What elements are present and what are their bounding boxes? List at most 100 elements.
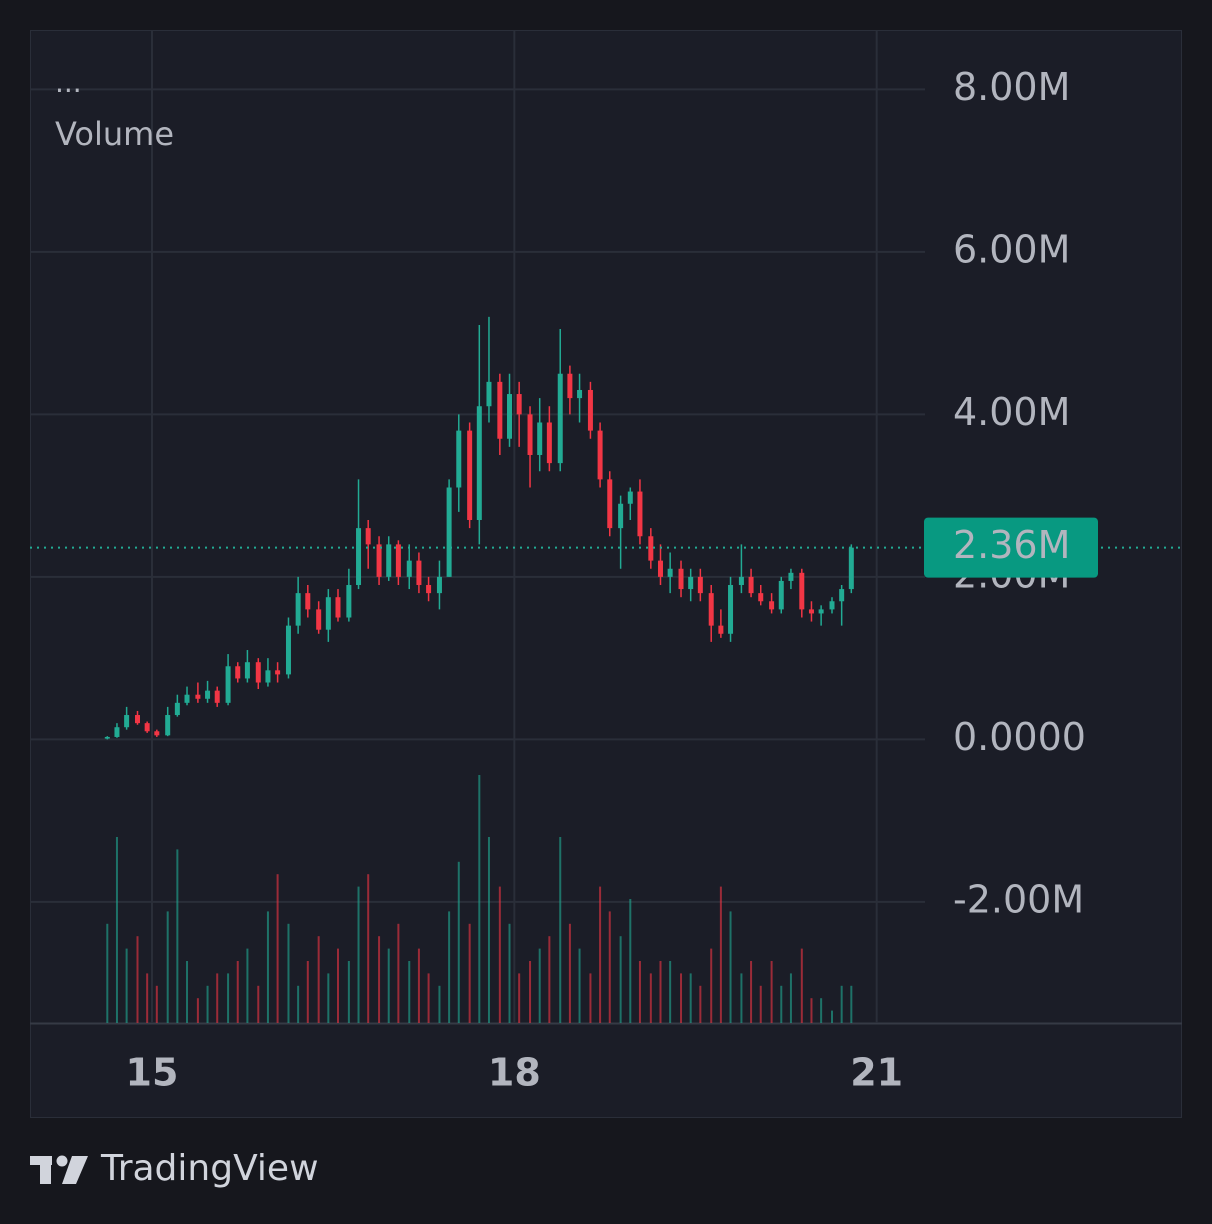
candle-body: [497, 381, 503, 439]
y-tick-label: 0.0000: [953, 715, 1086, 759]
candle-body: [577, 389, 583, 399]
candle-body: [244, 662, 250, 679]
candle-body: [648, 536, 654, 561]
volume-bar: [438, 985, 441, 1023]
volume-bar: [810, 998, 813, 1023]
volume-bar: [638, 961, 641, 1023]
volume-bar: [468, 923, 471, 1023]
volume-bar: [457, 861, 460, 1023]
candle-body: [657, 560, 663, 577]
candle-body: [255, 662, 261, 683]
candle-body: [618, 503, 624, 529]
candle-body: [546, 422, 552, 464]
volume-bar: [680, 973, 683, 1023]
volume-bar: [257, 985, 260, 1023]
candle-body: [486, 381, 492, 407]
candle-body: [537, 422, 543, 455]
y-tick-label: 6.00M: [953, 227, 1070, 271]
candle-body: [788, 572, 794, 581]
candle-body: [597, 430, 603, 480]
candle-body: [205, 690, 211, 699]
candle-body: [346, 585, 352, 618]
legend-label: Volume: [55, 115, 174, 153]
axes: 8.00M6.00M4.00M2.00M0.0000-2.00M1518212.…: [30, 65, 1182, 1095]
brand-logo: [30, 1155, 88, 1184]
volume-bar: [548, 936, 551, 1023]
volume-bar: [136, 936, 139, 1023]
volume-bar: [518, 973, 521, 1023]
candle-body: [507, 394, 513, 439]
candle-body: [637, 491, 643, 537]
candles: [104, 316, 854, 740]
candle-body: [285, 625, 291, 675]
candle-body: [467, 430, 473, 520]
candle-body: [829, 601, 835, 610]
candle-body: [516, 394, 522, 415]
volume-bar: [357, 886, 360, 1023]
volume-bar: [789, 973, 792, 1023]
candle-body: [104, 736, 110, 739]
volume-bar: [317, 936, 320, 1023]
volume-bar: [186, 961, 189, 1023]
menu-dots[interactable]: ...: [55, 66, 82, 99]
candle-body: [406, 560, 412, 577]
last-price-badge: [924, 517, 1098, 578]
candle-body: [708, 593, 714, 626]
candle-body: [567, 373, 573, 399]
candle-body: [769, 601, 775, 610]
volume-bar: [378, 936, 381, 1023]
candle-body: [295, 593, 301, 626]
candle-body: [728, 585, 734, 634]
brand-name: TradingView: [100, 1148, 319, 1189]
candle-body: [195, 694, 201, 699]
volume-bar: [196, 998, 199, 1023]
candle-body: [697, 576, 703, 594]
volume-bar: [629, 899, 632, 1023]
volume-bar: [669, 961, 672, 1023]
volume-bar: [206, 985, 209, 1023]
volume-bar: [599, 886, 602, 1023]
volume-bar: [529, 961, 532, 1023]
volume-bar: [125, 948, 128, 1023]
volume-bar: [176, 849, 179, 1023]
candle-body: [225, 666, 231, 703]
volume-bar: [850, 985, 853, 1023]
candle-body: [144, 723, 150, 732]
candle-body: [748, 576, 754, 594]
candle-body: [316, 609, 322, 630]
candle-body: [154, 731, 160, 736]
volume-bar: [800, 948, 803, 1023]
volume-bar: [719, 886, 722, 1023]
volume-bar: [155, 985, 158, 1023]
candle-body: [607, 479, 613, 529]
candle-body: [376, 544, 382, 577]
candle-body: [527, 414, 533, 455]
volume-bar: [306, 961, 309, 1023]
volume-bar: [578, 948, 581, 1023]
candle-body: [184, 694, 190, 703]
volume-bar: [327, 973, 330, 1023]
volume-bar: [336, 948, 339, 1023]
volume-bar: [538, 948, 541, 1023]
candle-body: [174, 702, 180, 716]
volume-bar: [589, 973, 592, 1023]
volume-bar: [780, 985, 783, 1023]
x-tick-label: 15: [126, 1051, 179, 1095]
volume-bar: [508, 923, 511, 1023]
volume-bar: [287, 923, 290, 1023]
candle-body: [426, 585, 432, 594]
candle-body: [667, 568, 673, 577]
candle-body: [818, 609, 824, 614]
volume-bar: [266, 911, 269, 1023]
y-tick-label: 4.00M: [953, 390, 1070, 434]
candle-body: [799, 572, 805, 610]
volume-bar: [166, 911, 169, 1023]
volume-bar: [367, 874, 370, 1023]
candle-body: [476, 406, 482, 520]
candle-body: [587, 389, 593, 431]
volume-bar: [397, 923, 400, 1023]
volume-bar: [387, 948, 390, 1023]
candle-body: [436, 576, 442, 594]
volume-bar: [699, 985, 702, 1023]
volume-bar: [276, 874, 279, 1023]
